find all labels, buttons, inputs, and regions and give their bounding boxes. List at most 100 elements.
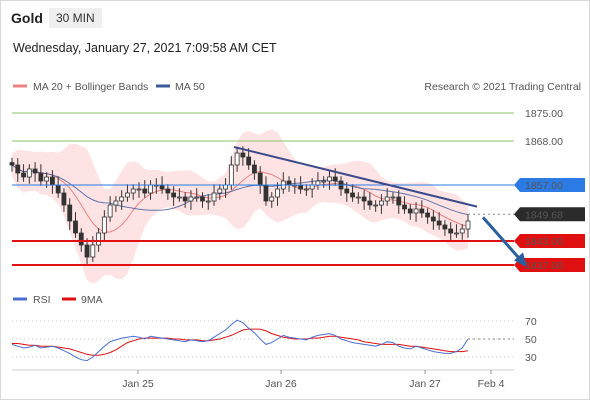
candle-body xyxy=(436,220,442,226)
ma50-legend-label: MA 50 xyxy=(175,81,205,93)
x-tick-label: Jan 27 xyxy=(409,378,441,390)
candle-body xyxy=(396,196,402,206)
ma20-legend-label: MA 20 + Bollinger Bands xyxy=(33,81,148,93)
candle-body xyxy=(419,208,425,214)
candle-body xyxy=(303,188,309,191)
descending-trend-line xyxy=(233,146,478,208)
x-tick-label: Feb 4 xyxy=(478,378,505,390)
candle-body xyxy=(459,228,465,234)
candle-body xyxy=(448,228,454,234)
candle-body xyxy=(21,172,26,178)
candle-body xyxy=(90,244,96,258)
candle-body xyxy=(361,196,367,202)
candle-body xyxy=(38,172,44,182)
x-tick-label: Jan 25 xyxy=(122,378,154,390)
candle-body xyxy=(430,216,436,222)
level-label-1843.00: 1843.00 xyxy=(525,236,563,248)
candle-body xyxy=(113,200,119,206)
rsi-legend-label: RSI xyxy=(33,294,51,306)
candle-body xyxy=(390,196,396,199)
candle-body xyxy=(454,232,459,235)
level-label-1837.00: 1837.00 xyxy=(525,260,563,272)
candle-body xyxy=(373,204,379,207)
candle-body xyxy=(263,184,269,202)
candle-body xyxy=(182,196,188,202)
report-datetime: Wednesday, January 27, 2021 7:09:58 AM C… xyxy=(13,41,277,55)
candle-body xyxy=(200,196,205,202)
candle-body xyxy=(78,232,84,246)
candle-body xyxy=(61,192,67,206)
timeframe-badge[interactable]: 30 MIN xyxy=(49,8,102,28)
candle-body xyxy=(55,184,61,194)
ma20-line xyxy=(11,164,469,233)
candle-body xyxy=(379,200,384,206)
candle-body xyxy=(32,168,38,174)
x-tick-label: Jan 26 xyxy=(265,378,297,390)
candle-body xyxy=(425,212,430,218)
candle-body xyxy=(165,188,171,194)
instrument-title: Gold xyxy=(11,10,43,26)
candle-body xyxy=(234,152,240,166)
candle-body xyxy=(367,200,373,206)
candle-body xyxy=(50,176,55,186)
candle-body xyxy=(228,164,234,186)
candle-body xyxy=(171,192,177,198)
candle-body xyxy=(119,196,125,202)
rsi-tick-50: 50 xyxy=(525,334,537,346)
candle-body xyxy=(384,196,390,202)
candle-body xyxy=(211,192,217,202)
candle-body xyxy=(136,188,142,191)
candle-body xyxy=(350,192,355,198)
candle-body xyxy=(442,224,448,230)
ma50-line xyxy=(11,164,469,216)
projection-arrow-shaft xyxy=(481,216,523,262)
level-tag-1857.00 xyxy=(514,178,585,192)
candle-body xyxy=(252,164,257,174)
level-tag-1843.00 xyxy=(514,234,585,248)
candle-body xyxy=(148,184,153,194)
candle-body xyxy=(73,220,78,234)
candle-body xyxy=(246,156,252,166)
candle-body xyxy=(309,184,315,190)
candle-body xyxy=(217,188,223,194)
candle-body xyxy=(176,196,182,199)
level-label-1868.00: 1868.00 xyxy=(525,136,563,148)
rsi-ma9-line xyxy=(12,328,469,356)
candle-body xyxy=(269,196,275,202)
level-label-1875.00: 1875.00 xyxy=(525,108,563,120)
candle-body xyxy=(223,184,228,190)
candle-body xyxy=(275,188,280,198)
candle-body xyxy=(332,176,338,182)
candle-body xyxy=(188,196,194,202)
candle-body xyxy=(15,164,21,174)
candle-body xyxy=(298,184,304,190)
candle-body xyxy=(44,176,50,182)
candle-body xyxy=(240,152,246,158)
candle-body xyxy=(355,196,361,199)
level-tag-1837.00 xyxy=(514,258,585,272)
candle-body xyxy=(402,204,407,210)
projection-arrow-head xyxy=(514,252,527,268)
candle-body xyxy=(465,220,471,230)
candle-body xyxy=(413,208,419,214)
candle-body xyxy=(130,188,136,194)
candle-body xyxy=(101,216,107,234)
rsi-tick-30: 30 xyxy=(525,352,537,364)
candle-body xyxy=(159,184,165,190)
rsi-line xyxy=(11,319,469,362)
candle-body xyxy=(107,204,113,218)
candle-body xyxy=(142,188,148,194)
rsi-tick-70: 70 xyxy=(525,316,537,328)
candle-body xyxy=(67,204,73,222)
level-label-1849.68: 1849.68 xyxy=(525,209,563,221)
candle-body xyxy=(321,180,327,183)
candle-body xyxy=(84,244,90,258)
candle-body xyxy=(344,188,350,194)
bollinger-band-area xyxy=(12,129,468,284)
candle-body xyxy=(327,176,332,182)
candle-body xyxy=(315,180,321,186)
candle-body xyxy=(286,180,292,186)
candle-body xyxy=(407,208,413,214)
level-tag-1849.68 xyxy=(514,207,585,222)
